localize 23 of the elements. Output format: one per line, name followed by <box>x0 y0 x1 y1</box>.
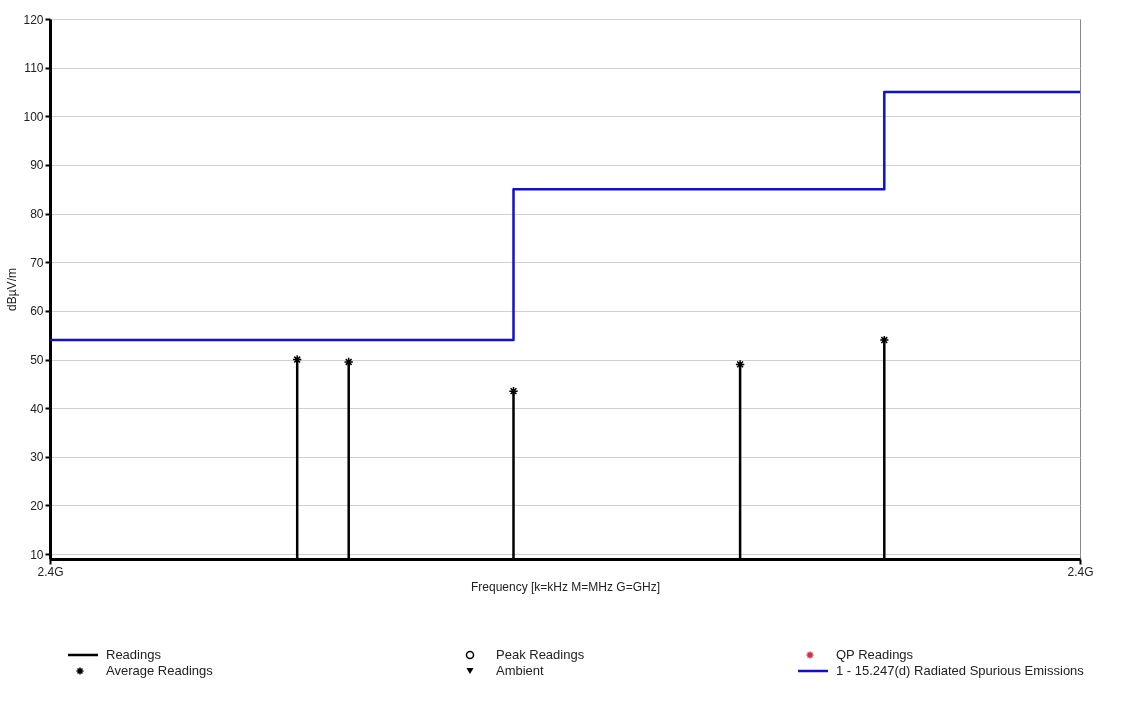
point <box>343 357 354 367</box>
y-tick-label: 70 <box>30 255 44 270</box>
x-tick-label: 2.4G <box>1067 564 1094 579</box>
legend-label: QP Readings <box>836 647 914 662</box>
y-tick-label: 50 <box>30 353 44 368</box>
x-axis-title: Frequency [k=kHz M=MHz G=GHz] <box>470 579 661 594</box>
y-tick-label: 80 <box>30 207 44 222</box>
y-tick-label: 10 <box>30 547 44 562</box>
y-tick-label: 40 <box>30 401 44 416</box>
y-tick-label: 30 <box>30 450 44 465</box>
legend-label: Average Readings <box>106 663 214 678</box>
y-tick-label: 110 <box>24 61 44 76</box>
x-tick-label: 2.4G <box>37 564 64 579</box>
legend-label: Ambient <box>496 663 545 678</box>
y-tick-label: 100 <box>23 109 44 124</box>
y-axis-title: dBµV/m <box>5 268 20 311</box>
y-tick-label: 20 <box>30 498 44 513</box>
legend-label: 1 - 15.247(d) Radiated Spurious Emissions <box>836 663 1085 678</box>
legend-label: Readings <box>106 647 162 662</box>
legend-label: Peak Readings <box>496 647 585 662</box>
y-tick-label: 90 <box>30 158 44 173</box>
y-tick-label: 60 <box>30 304 44 319</box>
y-tick-label: 120 <box>23 12 44 27</box>
